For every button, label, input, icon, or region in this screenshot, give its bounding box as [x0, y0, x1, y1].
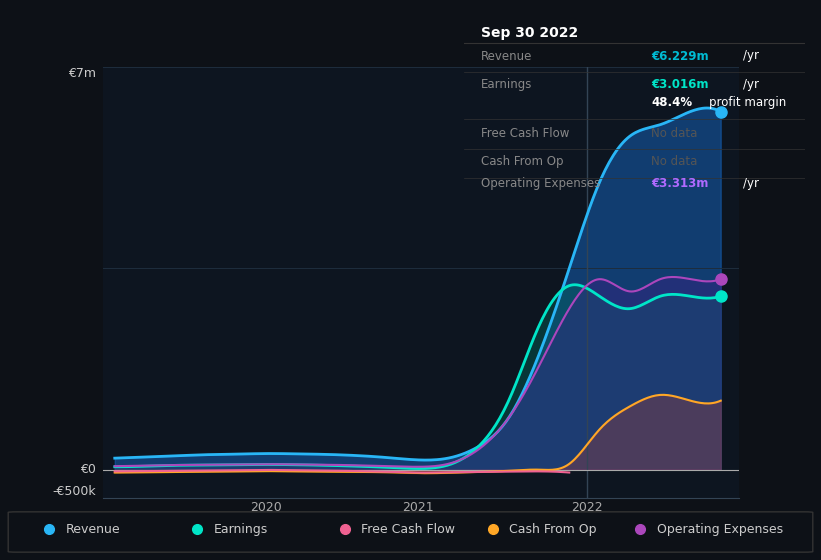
- Text: 2020: 2020: [250, 501, 282, 514]
- Text: /yr: /yr: [743, 178, 759, 190]
- Text: No data: No data: [651, 127, 698, 139]
- Text: Revenue: Revenue: [66, 522, 121, 536]
- Text: Earnings: Earnings: [213, 522, 268, 536]
- Text: profit margin: profit margin: [709, 96, 787, 109]
- Text: Free Cash Flow: Free Cash Flow: [361, 522, 455, 536]
- Text: Cash From Op: Cash From Op: [509, 522, 597, 536]
- Text: /yr: /yr: [743, 49, 759, 63]
- Text: €7m: €7m: [68, 67, 96, 80]
- Text: Cash From Op: Cash From Op: [481, 155, 563, 168]
- Text: €0: €0: [80, 463, 96, 476]
- Text: No data: No data: [651, 155, 698, 168]
- Text: 48.4%: 48.4%: [651, 96, 692, 109]
- Text: Earnings: Earnings: [481, 78, 532, 91]
- Text: €3.313m: €3.313m: [651, 178, 709, 190]
- Text: 2022: 2022: [571, 501, 603, 514]
- Text: €6.229m: €6.229m: [651, 49, 709, 63]
- Text: -€500k: -€500k: [53, 486, 96, 498]
- Text: Operating Expenses: Operating Expenses: [657, 522, 783, 536]
- Text: €3.016m: €3.016m: [651, 78, 709, 91]
- Text: Free Cash Flow: Free Cash Flow: [481, 127, 569, 139]
- Text: Sep 30 2022: Sep 30 2022: [481, 26, 578, 40]
- Text: 2021: 2021: [402, 501, 433, 514]
- Text: /yr: /yr: [743, 78, 759, 91]
- Text: Revenue: Revenue: [481, 49, 532, 63]
- Text: Operating Expenses: Operating Expenses: [481, 178, 600, 190]
